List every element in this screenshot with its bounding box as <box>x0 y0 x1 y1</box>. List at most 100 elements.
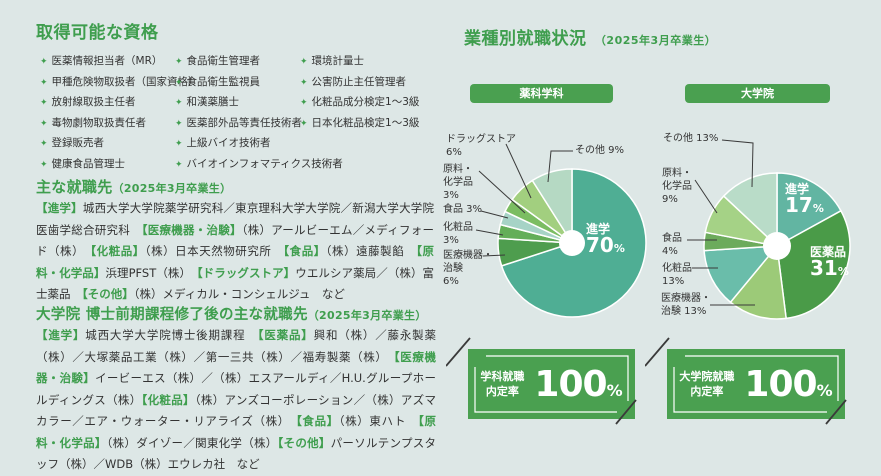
callout-medical-devices: 医療機器・ 治験 6% <box>443 250 493 287</box>
callout-other: その他 13% <box>663 133 719 144</box>
qualifications-title: 取得可能な資格 <box>36 23 159 43</box>
inner-label-shingaku: 進学 70% <box>586 223 625 255</box>
qualification-item: ✦ 食品衛生監視員 <box>175 73 343 94</box>
callout-food: 食品 3% <box>443 204 483 215</box>
callout-drugstore: ドラッグストア 6% <box>446 134 516 158</box>
grad-rate-number: 100% <box>744 364 832 405</box>
qualification-item: ✦ 化粧品成分検定1～3級 <box>300 93 419 114</box>
diamond-bullet-icon: ✦ <box>40 118 48 129</box>
qualification-text: 毒物劇物取扱責任者 <box>51 116 147 129</box>
leader-cosmetics <box>475 229 504 236</box>
qualification-item: ✦ 毒物劇物取扱責任者 <box>40 114 199 135</box>
company-names-text: 浜理PFST（株） <box>105 265 197 280</box>
diamond-bullet-icon: ✦ <box>175 139 183 149</box>
callout-cosmetics: 化粧品 13% <box>662 263 692 287</box>
grad-rate-badge: 大学院就職 内定率 100% <box>645 337 847 425</box>
inner-label-shingaku-unit: % <box>613 242 625 255</box>
grad-rate-value: 100 <box>744 363 817 405</box>
callout-other: その他 9% <box>575 145 625 156</box>
pie-slice-3 <box>703 245 779 304</box>
category-tag: 【医療機器・治験】 <box>36 349 437 386</box>
group-badge-gradschool: 大学院 <box>685 84 830 103</box>
company-names-text: （株）東ハト <box>338 414 419 428</box>
category-tag: 【食品】 <box>283 244 326 258</box>
diamond-bullet-icon: ✦ <box>300 118 308 129</box>
pie-slice-2 <box>729 244 787 320</box>
qualification-text: 放射線取扱主任者 <box>51 96 136 108</box>
dept-rate-unit: % <box>606 380 623 400</box>
category-tag: 【医療機器・治験】 <box>141 222 242 237</box>
diamond-bullet-icon: ✦ <box>300 57 308 67</box>
corner-slash-icon <box>645 337 670 367</box>
qualification-text: 上級バイオ技術者 <box>186 137 271 149</box>
grad-employment-heading: 大学院 博士前期課程修了後の主な就職先（2025年3月卒業生） <box>36 303 427 324</box>
qualifications-column-3: ✦ 環境計量士 ✦ 公害防止主任管理者 ✦ 化粧品成分検定1～3級 ✦ 日本化粧品検定1～3級 <box>300 52 419 134</box>
company-names-text: 城西大学大学院薬学研究科／東京理科大学大学院／新潟大学大学院医歯学総合研究科 <box>36 201 435 237</box>
category-tag: 【医薬品】 <box>257 328 314 342</box>
pie-chart-gradschool-svg <box>687 139 851 320</box>
dept-rate-badge-decor <box>446 337 637 425</box>
qualification-text: 食品衛生管理者 <box>186 55 261 67</box>
callout-raw-chemicals: 原料・ 化学品 3% <box>443 164 473 201</box>
badge-border-bottom-left <box>474 367 617 413</box>
qualifications-column-2: ✦ 食品衛生管理者 ✦ 食品衛生監視員 ✦ 和漢薬膳士 ✦ 医薬部外品等責任技術者 ✦ 上級バイオ… <box>175 52 343 175</box>
employment-heading-note: （2025年3月卒業生） <box>112 182 232 195</box>
qualification-item: ✦ 日本化粧品検定1～3級 <box>300 114 419 135</box>
grad-employment-heading-note: （2025年3月卒業生） <box>307 309 427 322</box>
pie-slice-6 <box>531 168 573 246</box>
callout-cosmetics: 化粧品 3% <box>443 222 473 246</box>
company-names-text: ウエルシア薬局／（株）富士薬品 <box>36 265 435 302</box>
employment-company-list: 【進学】城西大学大学院薬学研究科／東京理科大学大学院／新潟大学大学院医歯学総合研… <box>36 198 434 306</box>
qualification-text: 医薬情報担当者（MR） <box>51 55 163 67</box>
dept-rate-value: 100 <box>534 363 607 405</box>
callout-medical-devices: 医療機器・ 治験 13% <box>661 293 711 317</box>
qualification-text: 甲種危険物取扱者（国家資格） <box>51 75 199 88</box>
category-tag: 【食品】 <box>296 414 339 428</box>
diamond-bullet-icon: ✦ <box>175 98 183 108</box>
leader-drugstore <box>505 143 532 199</box>
qualification-text: 日本化粧品検定1～3級 <box>311 116 420 129</box>
company-names-text: （株）メディカル・コンシェルジュ など <box>133 287 345 301</box>
industry-title-text: 業種別就職状況 <box>464 29 587 49</box>
category-tag: 【進学】 <box>36 201 83 215</box>
inner-label-iyakuhin-unit: % <box>837 265 849 278</box>
corner-slash-icon <box>446 337 471 367</box>
category-tag: 【ドラッグストア】 <box>196 265 296 280</box>
badge-background <box>468 349 635 419</box>
dept-rate-number: 100% <box>534 364 622 405</box>
pie-slice-6 <box>722 172 778 248</box>
diamond-bullet-icon: ✦ <box>300 77 308 88</box>
badge-border-top-right <box>486 355 629 401</box>
donut-hole <box>559 230 585 256</box>
diamond-bullet-icon: ✦ <box>40 98 48 108</box>
pie-slices <box>703 172 851 320</box>
qualification-item: ✦ 甲種危険物取扱者（国家資格） <box>40 73 199 94</box>
qualification-item: ✦ 医薬情報担当者（MR） <box>40 52 199 73</box>
dept-rate-badge: 学科就職 内定率 100% <box>446 337 637 425</box>
inner-label-shingaku-value: 70 <box>586 233 614 257</box>
category-tag: 【化粧品】 <box>141 392 195 407</box>
qualification-item: ✦ 登録販売者 <box>40 134 199 155</box>
qualification-text: バイオインフォマティクス技術者 <box>186 157 343 170</box>
dept-rate-label: 学科就職 内定率 <box>480 370 525 398</box>
pie-slice-1 <box>776 209 851 320</box>
qualification-item: ✦ 放射線取扱主任者 <box>40 93 199 114</box>
leader-lines <box>687 139 755 306</box>
category-tag: 【化粧品】 <box>90 244 145 258</box>
company-names-text: 興和（株）／藤永製薬（株）／大塚薬品工業（株）／第一三共（株）／福寿製薬（株） <box>36 328 437 364</box>
diamond-bullet-icon: ✦ <box>40 77 48 88</box>
diamond-bullet-icon: ✦ <box>40 57 48 67</box>
qualification-item: ✦ 和漢薬膳士 <box>175 93 343 114</box>
grad-rate-badge-decor <box>645 337 847 425</box>
inner-label-shingaku-name: 進学 <box>785 182 810 196</box>
qualification-item: ✦ 公害防止主任管理者 <box>300 73 419 94</box>
inner-label-shingaku: 進学 17% <box>785 183 824 215</box>
inner-label-iyakuhin: 医薬品 31% <box>810 246 849 278</box>
company-names-text: イービーエス（株）／（株）エスアールディ／H.U.グループホールディングス（株） <box>36 371 436 407</box>
callout-raw-chemicals: 原料・ 化学品 9% <box>662 168 692 205</box>
diamond-bullet-icon: ✦ <box>175 57 183 67</box>
company-names-text: 城西大学大学院博士後期課程 <box>85 328 258 342</box>
diamond-bullet-icon: ✦ <box>40 139 48 149</box>
qualification-item: ✦ バイオインフォマティクス技術者 <box>175 155 343 176</box>
qualification-text: 医薬部外品等責任技術者 <box>186 116 303 129</box>
